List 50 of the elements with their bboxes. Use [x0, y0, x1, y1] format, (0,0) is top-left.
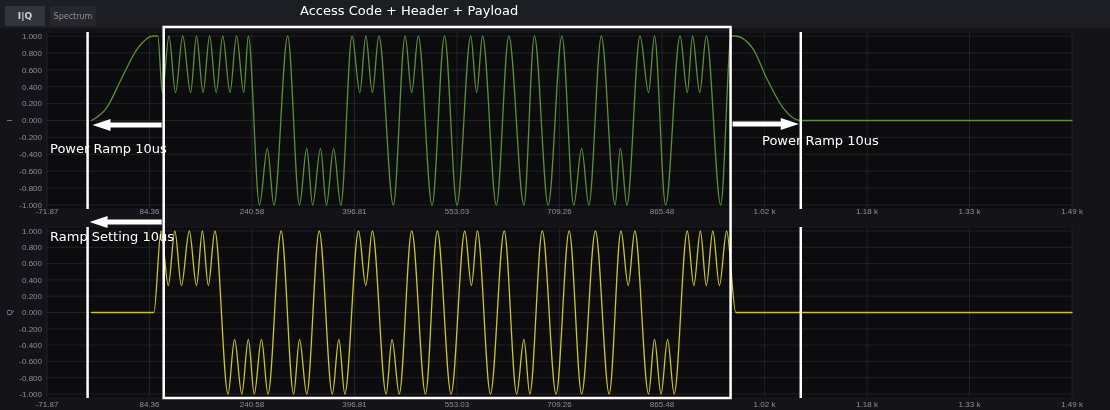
text: Access Code + Header + Payload	[300, 3, 519, 18]
x-tick-label: 553.03	[444, 400, 470, 409]
x-tick-label: 240.58	[239, 400, 265, 409]
x-tick-label: 1.49 k	[1061, 400, 1084, 409]
y-tick-label: 0.400	[21, 82, 43, 92]
x-tick-label: 84.36	[139, 400, 161, 409]
y-tick-label: -0.400	[19, 150, 43, 160]
y-tick-label: -0.200	[19, 133, 43, 143]
annotation: Power Ramp 10us	[762, 133, 879, 148]
y-tick-label: -0.600	[19, 357, 43, 367]
y-tick-label: -0.800	[19, 373, 43, 383]
y-tick-label: 0.000	[21, 308, 43, 318]
x-tick-label: 1.33 k	[958, 400, 982, 409]
y-axis-title: Q	[5, 309, 14, 316]
y-tick-label: 0.800	[21, 243, 43, 253]
x-tick-label: 84.36	[139, 207, 161, 216]
x-tick-label: 1.02 k	[753, 400, 777, 409]
x-tick-label: 865.48	[649, 400, 675, 409]
y-axis-title: I	[5, 119, 14, 122]
x-tick-label: 709.26	[547, 207, 573, 216]
x-tick-label: 1.18 k	[856, 207, 879, 216]
y-tick-label: 0.800	[21, 48, 43, 58]
y-tick-label: 0.600	[21, 65, 43, 75]
x-tick-label: 1.02 k	[753, 207, 777, 216]
x-tick-label: 1.33 k	[958, 207, 982, 216]
x-tick-label: 240.58	[239, 207, 265, 216]
x-tick-label: 396.81	[342, 400, 368, 409]
y-tick-label: 0.200	[21, 99, 43, 109]
y-tick-label: 0.200	[21, 292, 43, 301]
x-tick-label: 553.03	[444, 207, 470, 216]
y-tick-label: 1.000	[21, 226, 43, 236]
text: Spectrum	[53, 12, 93, 21]
x-tick-label: -71.87	[35, 400, 59, 409]
x-tick-label: -71.87	[35, 207, 59, 216]
y-tick-label: -1.000	[19, 200, 43, 210]
text: I|Q	[17, 11, 33, 21]
y-tick-label: -0.800	[19, 183, 43, 193]
y-tick-label: -0.200	[19, 324, 43, 334]
y-tick-label: 0.600	[21, 259, 43, 269]
y-tick-label: -0.400	[19, 340, 43, 350]
y-tick-label: 0.000	[21, 116, 43, 126]
y-tick-label: 0.400	[21, 275, 43, 285]
x-tick-label: 865.48	[649, 207, 675, 216]
x-tick-label: 709.26	[547, 400, 573, 409]
y-tick-label: -0.600	[19, 167, 43, 176]
y-tick-label: -1.000	[19, 389, 43, 399]
x-tick-label: 1.18 k	[856, 400, 879, 409]
x-tick-label: 1.49 k	[1061, 207, 1084, 216]
x-tick-label: 396.81	[342, 207, 368, 216]
y-tick-label: 1.000	[21, 31, 43, 41]
